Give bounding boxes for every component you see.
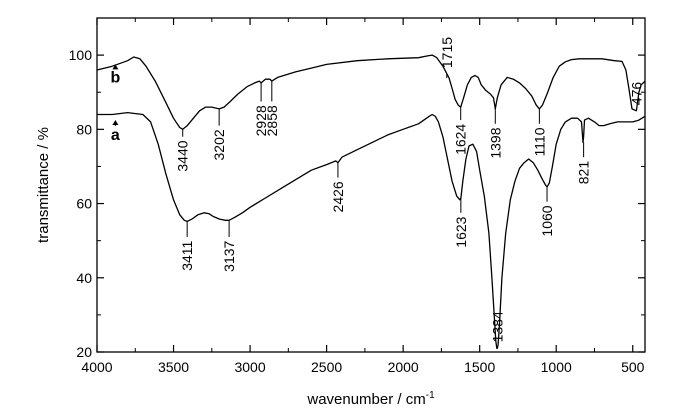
peak-label: 1715 — [439, 37, 455, 68]
peak-label: 1110 — [531, 127, 547, 156]
peak-label: 1384 — [489, 311, 505, 342]
peak-label: 2928 — [253, 105, 269, 136]
peak-label: 2426 — [330, 181, 346, 212]
peak-label: 476 — [628, 82, 644, 106]
x-axis-title: wavenumber / cm-1 — [306, 390, 435, 408]
plot-frame — [96, 17, 646, 353]
series-line-a — [97, 111, 646, 349]
x-tick-label: 2500 — [311, 359, 342, 375]
y-axis-ticks: 20 40 60 80 100 — [69, 47, 645, 360]
series-label-a: a — [111, 127, 120, 144]
x-axis-title-superscript: -1 — [426, 390, 435, 401]
y-tick-label: 20 — [76, 344, 92, 360]
x-tick-label: 4000 — [81, 359, 112, 375]
x-axis-title-text: wavenumber / cm — [306, 391, 425, 408]
peak-label: 821 — [576, 161, 592, 185]
peak-label: 1623 — [453, 216, 469, 247]
series-arrowhead-a — [112, 120, 119, 126]
peak-label: 1398 — [487, 127, 503, 158]
series-line-b — [96, 54, 646, 130]
y-tick-label: 80 — [76, 121, 92, 137]
peak-label: 3202 — [211, 129, 227, 160]
x-tick-label: 1500 — [464, 359, 495, 375]
x-axis-ticks: 4000 3500 3000 2500 2000 1500 1000 500 — [81, 18, 645, 375]
peak-label: 3137 — [221, 240, 237, 271]
y-tick-label: 40 — [76, 270, 92, 286]
x-tick-label: 1000 — [541, 359, 572, 375]
plot-area-border — [96, 17, 646, 353]
peak-label: 3411 — [179, 240, 195, 270]
peak-label: 1060 — [539, 205, 555, 236]
peak-label: 3440 — [175, 140, 191, 171]
series-arrowhead-b — [112, 64, 119, 70]
y-tick-label: 100 — [69, 47, 93, 63]
peak-label: 2858 — [264, 105, 280, 136]
y-axis-title: transmittance / % — [35, 127, 52, 243]
series-layer: ba — [96, 54, 646, 349]
peak-label: 1624 — [453, 124, 469, 155]
series-label-b: b — [110, 69, 120, 86]
y-tick-label: 60 — [76, 196, 92, 212]
x-tick-label: 3000 — [234, 359, 265, 375]
x-tick-label: 2000 — [388, 359, 419, 375]
x-tick-label: 500 — [621, 359, 645, 375]
x-tick-label: 3500 — [158, 359, 189, 375]
